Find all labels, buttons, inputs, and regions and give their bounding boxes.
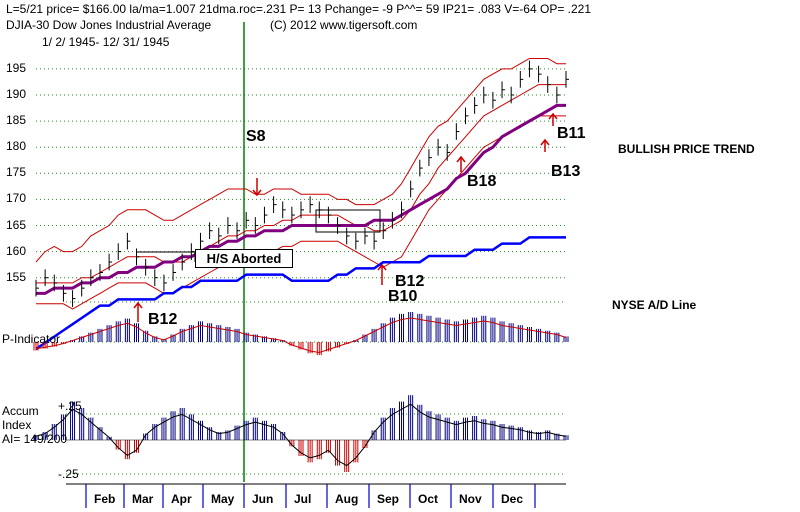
signal-b12-aug: B12 [395,273,425,290]
y-tick-label: 190 [6,87,27,101]
signal-b13: B13 [551,163,581,180]
signal-b12-early: B12 [148,311,178,328]
month-label: Dec [501,492,524,506]
accum-label-3: AI= 149/200 [2,432,68,446]
month-label: Aug [335,492,359,506]
month-label: Oct [418,492,439,506]
b12-arrow-head [133,301,143,309]
month-label: Nov [459,492,482,506]
hs-aborted-box: H/S Aborted [195,249,293,268]
accum-label-2: Index [2,418,32,432]
accum-label-1: Accum [2,404,39,418]
series-lower-band [36,115,566,310]
y-tick-label: 160 [6,243,27,258]
index-name: DJIA-30 Dow Jones Industrial Average [6,18,212,32]
y-tick-label: 165 [6,217,27,232]
b13-arrow-head [540,138,550,146]
month-label: Mar [132,492,154,506]
signal-b10: B10 [388,288,418,305]
accum-tick-high: +.25 [58,399,82,413]
copyright: (C) 2012 www.tigersoft.com [270,18,418,32]
signal-s8: S8 [246,128,266,145]
series-200-dma [36,103,566,295]
b18-arrow-head [456,155,466,163]
month-label: Sep [377,492,400,506]
s8-arrow-head [252,189,262,197]
accum-ma [35,403,567,467]
trend-label: BULLISH PRICE TREND [618,142,755,156]
p-indicator-label: P-Indicator [2,332,61,346]
series-upper-band [35,58,566,263]
y-tick-label: 175 [6,165,27,180]
date-range: 1/ 2/ 1945- 12/ 31/ 1945 [42,35,170,49]
signal-b11: B11 [557,125,586,142]
signal-b18: B18 [467,173,497,190]
adline-label: NYSE A/D Line [612,298,697,312]
month-label: Jul [294,492,312,506]
month-label: Apr [171,492,192,506]
y-tick-label: 155 [6,269,27,284]
y-tick-label: 195 [6,60,27,75]
y-tick-label: 170 [6,191,27,206]
month-label: Jun [252,492,274,506]
accum-tick-low: -.25 [58,467,79,481]
y-tick-label: 185 [6,113,27,128]
header-stats: L=5/21 price= $166.00 la/ma=1.007 21dma.… [6,2,592,16]
b11-arrow-head [548,112,558,120]
month-label: May [211,492,235,506]
y-tick-label: 180 [6,139,27,154]
p-indicator-ma [35,317,567,354]
hs-right-box [315,209,381,233]
month-label: Feb [94,492,116,506]
b10-arrow-head [377,263,387,271]
series-nyse-a-d-line [35,236,566,351]
